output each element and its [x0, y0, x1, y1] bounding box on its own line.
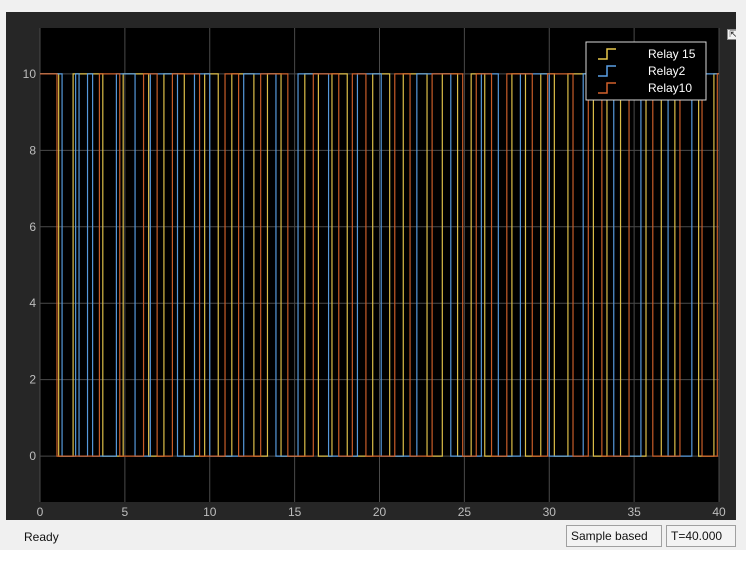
legend-swatch-2	[598, 65, 616, 77]
x-tick-label: 5	[122, 505, 129, 519]
legend-label-1: Relay 15	[648, 47, 696, 61]
plot-area[interactable]: 0 5 10 15 20 25 30 35 40 0 2 4 6 8 10 Relay 15 Relay2 Rel…	[6, 12, 736, 520]
x-tick-label: 20	[373, 505, 387, 519]
x-tick-label: 40	[712, 505, 726, 519]
sample-mode-indicator: Sample based	[566, 525, 662, 547]
x-tick-label: 35	[627, 505, 641, 519]
legend-label-3: Relay10	[648, 81, 692, 95]
window-bottom-strip	[0, 550, 746, 575]
status-text: Ready	[24, 530, 59, 544]
y-tick-label: 10	[23, 67, 37, 81]
x-tick-label: 15	[288, 505, 302, 519]
legend-swatch-1	[598, 48, 616, 60]
x-tick-label: 0	[37, 505, 44, 519]
y-tick-label: 4	[29, 296, 36, 310]
y-tick-label: 8	[29, 143, 36, 157]
legend-box	[585, 41, 707, 101]
undock-icon[interactable]: ⇱	[727, 29, 736, 40]
legend-label-2: Relay2	[648, 64, 686, 78]
x-tick-label: 10	[203, 505, 217, 519]
legend-swatch-3	[598, 82, 616, 94]
scope-chart: 0 5 10 15 20 25 30 35 40 0 2 4 6 8 10 Relay 15 Relay2 Rel…	[23, 28, 726, 519]
x-tick-label: 30	[543, 505, 557, 519]
series-line-3	[40, 73, 719, 457]
y-tick-label: 6	[29, 220, 36, 234]
y-tick-label: 0	[29, 449, 36, 463]
x-tick-label: 25	[458, 505, 472, 519]
status-bar: Ready Sample based T=40.000	[0, 524, 746, 550]
simulation-time-indicator: T=40.000	[666, 525, 736, 547]
y-tick-label: 2	[29, 373, 36, 387]
